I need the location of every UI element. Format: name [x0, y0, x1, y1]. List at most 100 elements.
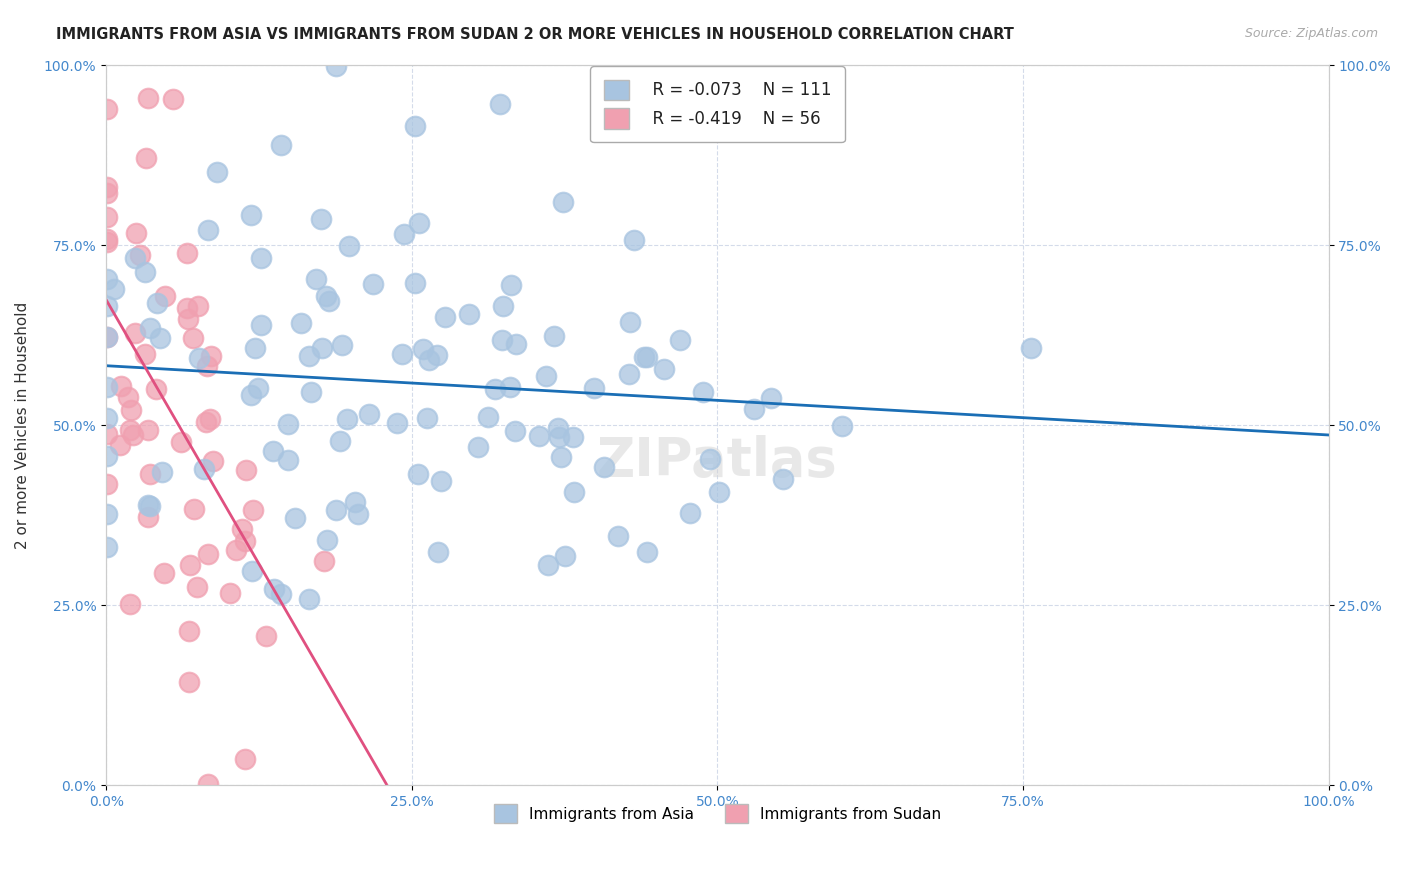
Point	[128, 248, 150, 262]
Point	[96, 426, 118, 441]
Point	[136, 510, 159, 524]
Point	[404, 119, 426, 133]
Point	[136, 498, 159, 512]
Point	[592, 459, 614, 474]
Point	[96, 299, 118, 313]
Point	[103, 282, 125, 296]
Point	[136, 423, 159, 437]
Point	[759, 391, 782, 405]
Point	[391, 347, 413, 361]
Point	[707, 484, 730, 499]
Point	[139, 467, 162, 482]
Point	[219, 586, 242, 600]
Point	[325, 503, 347, 517]
Point	[263, 582, 285, 596]
Point	[120, 403, 142, 417]
Point	[543, 329, 565, 343]
Point	[305, 272, 328, 286]
Text: ZIPatlas: ZIPatlas	[598, 435, 838, 487]
Point	[1021, 341, 1043, 355]
Point	[96, 186, 118, 201]
Point	[357, 407, 380, 421]
Point	[337, 239, 360, 253]
Point	[177, 311, 200, 326]
Point	[489, 97, 512, 112]
Point	[125, 226, 148, 240]
Point	[150, 465, 173, 479]
Point	[617, 367, 640, 381]
Point	[153, 566, 176, 580]
Point	[96, 272, 118, 286]
Point	[233, 533, 256, 548]
Text: Source: ZipAtlas.com: Source: ZipAtlas.com	[1244, 27, 1378, 40]
Point	[385, 416, 408, 430]
Point	[457, 307, 479, 321]
Point	[138, 499, 160, 513]
Point	[343, 495, 366, 509]
Point	[96, 380, 118, 394]
Point	[187, 299, 209, 313]
Point	[96, 507, 118, 521]
Point	[176, 246, 198, 260]
Point	[277, 453, 299, 467]
Point	[120, 423, 142, 437]
Point	[96, 411, 118, 425]
Point	[197, 777, 219, 791]
Point	[207, 165, 229, 179]
Point	[188, 351, 211, 365]
Point	[195, 359, 218, 374]
Point	[242, 503, 264, 517]
Point	[505, 336, 527, 351]
Point	[699, 451, 721, 466]
Point	[198, 412, 221, 426]
Point	[562, 484, 585, 499]
Point	[235, 463, 257, 477]
Point	[124, 326, 146, 340]
Point	[742, 402, 765, 417]
Point	[240, 564, 263, 578]
Point	[233, 752, 256, 766]
Point	[250, 251, 273, 265]
Point	[536, 558, 558, 573]
Point	[547, 430, 569, 444]
Point	[231, 523, 253, 537]
Point	[96, 477, 118, 491]
Point	[202, 454, 225, 468]
Point	[96, 235, 118, 249]
Point	[492, 299, 515, 313]
Point	[312, 554, 335, 568]
Legend: Immigrants from Asia, Immigrants from Sudan: Immigrants from Asia, Immigrants from Su…	[482, 792, 953, 835]
Point	[582, 381, 605, 395]
Point	[534, 369, 557, 384]
Point	[197, 223, 219, 237]
Point	[554, 549, 576, 563]
Text: IMMIGRANTS FROM ASIA VS IMMIGRANTS FROM SUDAN 2 OR MORE VEHICLES IN HOUSEHOLD CO: IMMIGRANTS FROM ASIA VS IMMIGRANTS FROM …	[56, 27, 1014, 42]
Point	[831, 418, 853, 433]
Point	[146, 296, 169, 310]
Point	[561, 430, 583, 444]
Point	[298, 349, 321, 363]
Point	[108, 438, 131, 452]
Point	[434, 310, 457, 324]
Point	[418, 353, 440, 368]
Point	[429, 474, 451, 488]
Point	[200, 349, 222, 363]
Point	[136, 90, 159, 104]
Point	[316, 533, 339, 547]
Point	[96, 179, 118, 194]
Point	[679, 507, 702, 521]
Point	[96, 103, 118, 117]
Point	[404, 277, 426, 291]
Point	[96, 449, 118, 463]
Point	[503, 424, 526, 438]
Point	[179, 675, 201, 690]
Point	[669, 333, 692, 347]
Point	[318, 294, 340, 309]
Point	[412, 342, 434, 356]
Point	[527, 429, 550, 443]
Point	[499, 380, 522, 394]
Point	[181, 331, 204, 345]
Point	[186, 580, 208, 594]
Point	[772, 473, 794, 487]
Point	[120, 597, 142, 611]
